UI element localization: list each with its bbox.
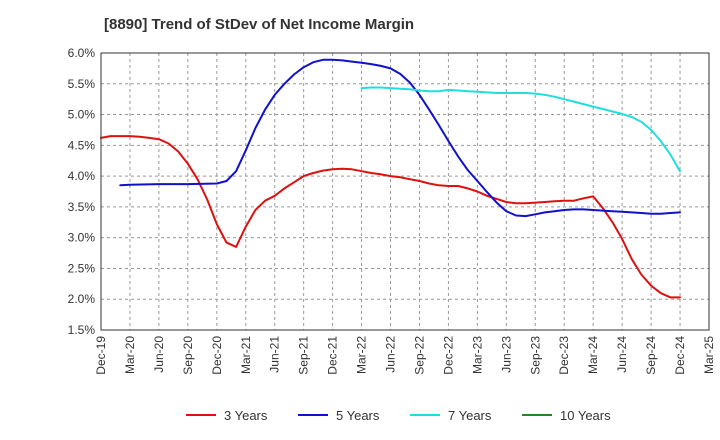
x-tick-label: Mar-22 [355,336,369,374]
y-tick-label: 4.0% [68,169,96,183]
grid-lines [100,52,710,331]
legend-label-7-years: 7 Years [448,408,492,423]
x-tick-label: Mar-23 [470,336,484,374]
y-tick-label: 3.5% [68,200,96,214]
plot-area [100,52,710,331]
legend-label-10-years: 10 Years [560,408,611,423]
x-axis-ticks: Dec-19 Mar-20 Jun-20 Sep-20 Dec-20 Mar-21 Jun-… [94,336,716,375]
legend: 3 Years 5 Years 7 Years 10 Years [186,408,611,423]
x-tick-label: Jun-24 [615,336,629,373]
legend-label-3-years: 3 Years [224,408,268,423]
x-tick-label: Dec-23 [557,336,571,375]
x-tick-label: Sep-21 [297,336,311,375]
x-tick-label: Sep-24 [644,336,658,375]
x-tick-label: Mar-25 [702,336,716,374]
x-tick-label: Jun-23 [499,336,513,373]
x-tick-label: Sep-23 [528,336,542,375]
x-tick-label: Jun-20 [152,336,166,373]
x-tick-label: Dec-21 [326,336,340,375]
x-tick-label: Dec-22 [441,336,455,375]
y-tick-label: 2.0% [68,292,96,306]
x-tick-label: Mar-20 [123,336,137,374]
series-line-5-years [119,58,681,218]
y-tick-label: 3.0% [68,231,96,245]
y-tick-label: 2.5% [68,261,96,275]
x-tick-label: Sep-20 [181,336,195,375]
chart-title: [8890] Trend of StDev of Net Income Marg… [104,16,415,33]
y-tick-label: 6.0% [68,46,96,60]
x-tick-label: Jun-22 [384,336,398,373]
series-line-7-years [360,86,681,173]
series-lines [100,58,681,299]
x-tick-label: Dec-19 [94,336,108,375]
x-tick-label: Dec-24 [673,336,687,375]
y-tick-label: 1.5% [68,323,96,337]
legend-label-5-years: 5 Years [336,408,380,423]
y-tick-label: 4.5% [68,138,96,152]
x-tick-label: Jun-21 [268,336,282,373]
x-tick-label: Dec-20 [210,336,224,375]
series-line-3-years [100,135,681,299]
y-axis-ticks: 1.5% 2.0% 2.5% 3.0% 3.5% 4.0% 4.5% 5.0% 5.5% 6.0% [68,46,96,337]
y-tick-label: 5.0% [68,108,96,122]
x-tick-label: Sep-22 [412,336,426,375]
y-tick-label: 5.5% [68,77,96,91]
x-tick-label: Mar-24 [586,336,600,374]
x-tick-label: Mar-21 [239,336,253,374]
